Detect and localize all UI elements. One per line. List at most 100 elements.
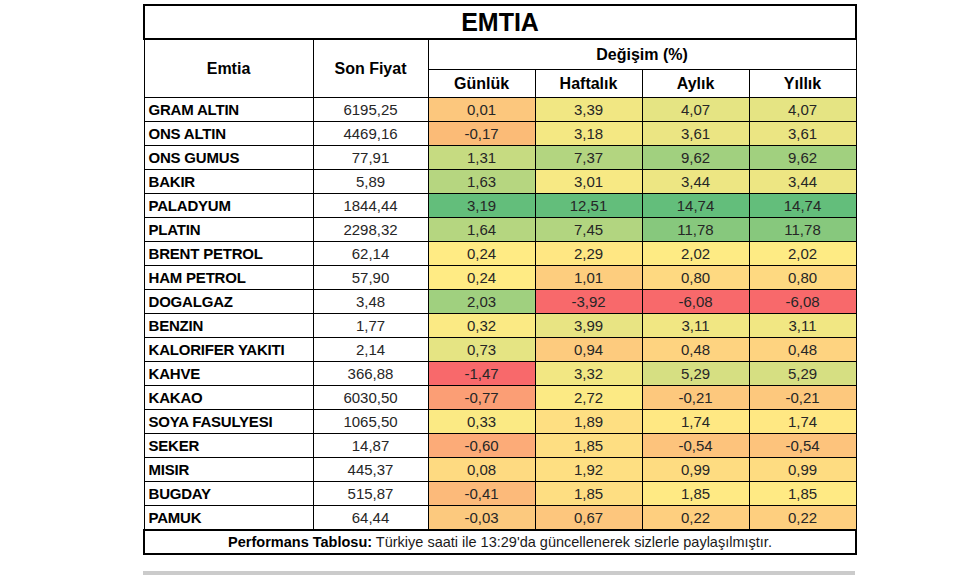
commodity-name: BUGDAY [144,482,313,506]
table-row: BUGDAY515,87-0,411,851,851,85 [144,482,856,506]
table-row: ONS GUMUS77,911,317,379,629,62 [144,146,856,170]
change-cell: 0,48 [642,338,749,362]
change-cell: -0,41 [428,482,535,506]
change-cell: -0,21 [749,386,856,410]
last-price: 2298,32 [313,218,428,242]
change-cell: 7,45 [535,218,642,242]
change-cell: 11,78 [749,218,856,242]
change-cell: -0,03 [428,506,535,531]
change-cell: 9,62 [749,146,856,170]
column-header-emtia: Emtia [144,39,313,98]
header-row-group: Emtia Son Fiyat Değişim (%) [144,39,856,70]
change-cell: 1,85 [535,434,642,458]
change-cell: 0,01 [428,98,535,122]
table-row: MISIR445,370,081,920,990,99 [144,458,856,482]
last-price: 57,90 [313,266,428,290]
table-row: DOGALGAZ3,482,03-3,92-6,08-6,08 [144,290,856,314]
last-price: 3,48 [313,290,428,314]
change-cell: 1,31 [428,146,535,170]
last-price: 6030,50 [313,386,428,410]
change-cell: -6,08 [642,290,749,314]
change-cell: -0,77 [428,386,535,410]
change-cell: 3,11 [642,314,749,338]
last-price: 1,77 [313,314,428,338]
change-cell: 1,85 [535,482,642,506]
table-row: SEKER14,87-0,601,85-0,54-0,54 [144,434,856,458]
change-cell: 2,29 [535,242,642,266]
commodity-table-container: EMTIA Emtia Son Fiyat Değişim (%) Günlük… [143,4,855,555]
change-cell: 0,22 [749,506,856,531]
table-row: GRAM ALTIN6195,250,013,394,074,07 [144,98,856,122]
change-cell: 14,74 [749,194,856,218]
change-cell: 3,44 [642,170,749,194]
page-edge-strip [143,571,855,575]
change-cell: 1,92 [535,458,642,482]
table-row: PAMUK64,44-0,030,670,220,22 [144,506,856,531]
table-row: SOYA FASULYESI1065,500,331,891,741,74 [144,410,856,434]
footer-row: Performans Tablosu: Türkiye saati ile 13… [144,530,856,554]
change-cell: 7,37 [535,146,642,170]
commodity-table: EMTIA Emtia Son Fiyat Değişim (%) Günlük… [143,4,857,555]
change-cell: 3,01 [535,170,642,194]
change-cell: 3,99 [535,314,642,338]
last-price: 366,88 [313,362,428,386]
table-row: BENZIN1,770,323,993,113,11 [144,314,856,338]
last-price: 1065,50 [313,410,428,434]
change-cell: 0,99 [749,458,856,482]
change-cell: 3,32 [535,362,642,386]
change-cell: 0,24 [428,266,535,290]
change-cell: 0,99 [642,458,749,482]
change-cell: 1,01 [535,266,642,290]
change-cell: 12,51 [535,194,642,218]
commodity-name: KALORIFER YAKITI [144,338,313,362]
commodity-name: GRAM ALTIN [144,98,313,122]
column-header-degisim: Değişim (%) [428,39,856,70]
change-cell: 0,33 [428,410,535,434]
commodity-performance-page: EMTIA Emtia Son Fiyat Değişim (%) Günlük… [0,0,960,575]
change-cell: 1,64 [428,218,535,242]
title-row: EMTIA [144,5,856,39]
column-header-gunluk: Günlük [428,70,535,98]
last-price: 6195,25 [313,98,428,122]
change-cell: -0,17 [428,122,535,146]
table-row: BRENT PETROL62,140,242,292,022,02 [144,242,856,266]
change-cell: 11,78 [642,218,749,242]
commodity-name: MISIR [144,458,313,482]
change-cell: 0,80 [642,266,749,290]
change-cell: 3,61 [749,122,856,146]
table-row: PALADYUM1844,443,1912,5114,7414,74 [144,194,856,218]
change-cell: -0,54 [749,434,856,458]
last-price: 77,91 [313,146,428,170]
change-cell: 3,39 [535,98,642,122]
footer-note: Performans Tablosu: Türkiye saati ile 13… [144,530,856,554]
change-cell: 3,19 [428,194,535,218]
commodity-name: SEKER [144,434,313,458]
table-row: BAKIR5,891,633,013,443,44 [144,170,856,194]
change-cell: 2,02 [749,242,856,266]
table-row: KAKAO6030,50-0,772,72-0,21-0,21 [144,386,856,410]
change-cell: 0,32 [428,314,535,338]
change-cell: -3,92 [535,290,642,314]
change-cell: 4,07 [642,98,749,122]
change-cell: 1,63 [428,170,535,194]
change-cell: 14,74 [642,194,749,218]
commodity-name: BAKIR [144,170,313,194]
last-price: 2,14 [313,338,428,362]
change-cell: 3,18 [535,122,642,146]
last-price: 5,89 [313,170,428,194]
table-row: PLATIN2298,321,647,4511,7811,78 [144,218,856,242]
change-cell: 5,29 [642,362,749,386]
change-cell: 3,11 [749,314,856,338]
change-cell: 2,72 [535,386,642,410]
change-cell: 2,02 [642,242,749,266]
change-cell: 4,07 [749,98,856,122]
change-cell: 3,61 [642,122,749,146]
commodity-name: HAM PETROL [144,266,313,290]
change-cell: -0,60 [428,434,535,458]
change-cell: 2,03 [428,290,535,314]
change-cell: 0,22 [642,506,749,531]
table-row: KAHVE366,88-1,473,325,295,29 [144,362,856,386]
change-cell: 1,85 [749,482,856,506]
table-title: EMTIA [144,5,856,39]
commodity-name: SOYA FASULYESI [144,410,313,434]
